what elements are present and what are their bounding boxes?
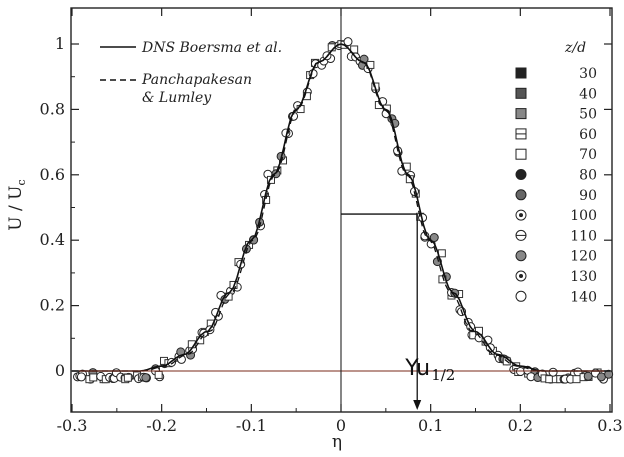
zd-legend-label: 70 [579,147,597,163]
data-point [572,375,581,384]
zd-marker-80 [515,169,527,180]
zd-marker-detail [519,274,523,278]
panchapakesan-curve [72,43,610,372]
y-axis-label-sub: c [15,179,28,185]
data-point [583,371,593,381]
data-point [76,372,86,382]
zd-marker-120 [515,250,527,262]
x-tick-label: 0.1 [418,416,443,435]
data-point [343,37,353,47]
zd-marker-30 [515,67,527,79]
zd-legend-title: z/d [564,40,586,56]
half-width-label: Yu [404,356,430,381]
zd-legend-label: 60 [579,127,597,143]
zd-legend-label: 50 [579,107,597,123]
data-point [89,373,98,382]
zd-legend-label: 110 [570,228,597,244]
y-axis-label-main: U / U [6,185,26,230]
legend-lumley-label: & Lumley [142,90,212,106]
x-tick-label: 0 [336,416,346,435]
data-point [545,375,554,384]
data-point [429,233,439,243]
zd-marker-40 [515,87,527,99]
y-tick-label: 1 [55,34,65,53]
zd-marker-90 [515,189,527,201]
data-point [154,370,163,379]
zd-legend-label: 120 [570,249,597,265]
y-tick-label: 0.8 [40,99,65,118]
data-point [266,175,275,184]
x-tick-label: 0.2 [508,416,533,435]
data-point [123,373,132,382]
zd-legend-label: 130 [570,269,597,285]
x-tick-label: 0.3 [597,416,622,435]
half-width-subscript: 1/2 [431,366,455,384]
zd-marker-50 [515,108,527,120]
x-tick-label: -0.3 [57,416,88,435]
zd-legend: z/d 30 40 50 60 70 80 90 100 110 120 130 140 [515,40,597,305]
y-tick-label: 0 [55,361,65,380]
x-tick-label: -0.2 [146,416,177,435]
data-point [141,373,151,383]
y-tick-label: 0.4 [40,230,65,249]
y-axis-label: U / Uc [6,179,28,230]
data-point [548,367,558,377]
zd-marker-detail [519,213,523,218]
reference-lines [71,8,612,412]
zd-legend-label: 40 [579,86,597,102]
axis-ticks: -0.3 -0.2 -0.1 0 0.1 0.2 0.3 0 0.2 0.4 0.6 0.8 1 [40,8,623,435]
zd-legend-label: 100 [570,208,597,224]
half-width-annotation: Yu 1/2 [404,356,455,384]
zd-legend-label: 80 [579,168,597,184]
y-tick-label: 0.6 [40,165,65,184]
line-legend: DNS Boersma et al. Panchapakesan & Lumle… [100,40,282,106]
y-axis-label-group: U / Uc [6,179,28,230]
zd-marker-140 [515,290,527,302]
data-point [249,235,259,245]
y-tick-label: 0.2 [40,296,65,315]
zd-legend-label: 90 [579,188,597,204]
zd-marker-70 [515,148,527,160]
x-tick-label: -0.1 [236,416,267,435]
x-axis-label: η [332,432,342,452]
zd-legend-label: 30 [579,66,597,82]
legend-dns-label: DNS Boersma et al. [141,40,282,56]
legend-panchapakesan-label: Panchapakesan [141,72,252,88]
zd-legend-label: 140 [570,289,597,305]
half-width-arrowhead [413,400,422,410]
